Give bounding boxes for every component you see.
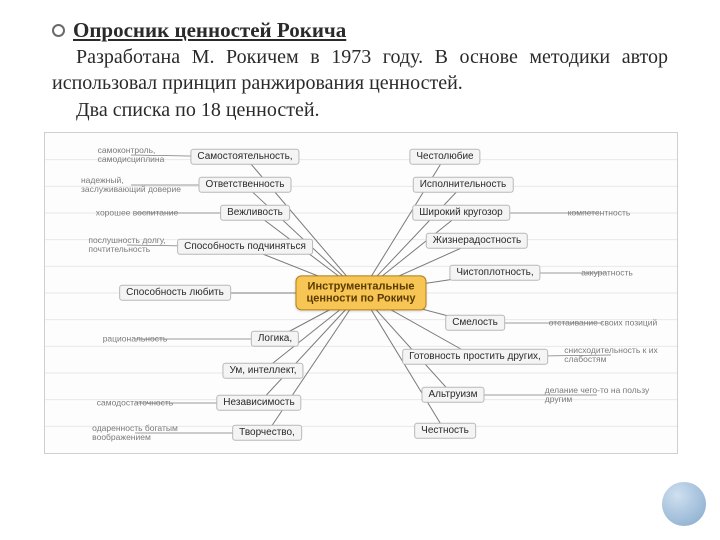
center-line-1: Инструментальные xyxy=(308,280,415,292)
diagram-node: Независимость xyxy=(216,395,301,412)
diagram-node: Логика, xyxy=(251,331,299,348)
diagram-node: отстаивание своих позиций xyxy=(549,318,658,327)
diagram-center-node: Инструментальные ценности по Рокичу xyxy=(295,275,426,310)
slide: Опросник ценностей Рокича Разработана М.… xyxy=(0,0,720,540)
diagram-node: Широкий кругозор xyxy=(412,205,510,222)
diagram-node: компетентность xyxy=(568,208,631,217)
diagram-node: Творчество, xyxy=(232,425,302,442)
diagram-node: одаренность богатымвоображением xyxy=(92,424,178,442)
diagram-node: Исполнительность xyxy=(413,177,514,194)
diagram-node: делание чего-то на пользудругим xyxy=(545,386,650,404)
diagram-node: Альтруизм xyxy=(421,387,484,404)
diagram-node: Способность любить xyxy=(119,285,231,302)
diagram-node: Ответственность xyxy=(199,177,292,194)
diagram-node: Способность подчиняться xyxy=(177,239,313,256)
corner-decoration-circle xyxy=(662,482,706,526)
diagram-node: Чистоплотность, xyxy=(449,265,540,282)
diagram-node: аккуратность xyxy=(581,268,633,277)
diagram-node: Смелость xyxy=(445,315,505,332)
diagram-node: Честолюбие xyxy=(409,149,480,166)
center-line-2: ценности по Рокичу xyxy=(306,293,415,305)
diagram-node: Ум, интеллект, xyxy=(222,363,303,380)
diagram-node: рациональность xyxy=(103,334,168,343)
title-row: Опросник ценностей Рокича xyxy=(52,18,668,43)
diagram-node: Честность xyxy=(414,423,476,440)
diagram-node: самоконтроль,самодисциплина xyxy=(98,146,165,164)
diagram-node: надежный,заслуживающий доверие xyxy=(81,176,181,194)
diagram-node: послушность долгу,почтительность xyxy=(88,236,165,254)
slide-title: Опросник ценностей Рокича xyxy=(73,18,346,43)
diagram-node: Вежливость xyxy=(220,205,290,222)
diagram-node: самодостаточность xyxy=(97,398,173,407)
diagram-node: снисходительность к ихслабостям xyxy=(564,346,657,364)
diagram-node: хорошее воспитание xyxy=(96,208,178,217)
diagram-node: Готовность простить других, xyxy=(402,349,548,366)
diagram-node: Самостоятельность, xyxy=(190,149,299,166)
diagram-node: Жизнерадостность xyxy=(426,233,528,250)
bullet-icon xyxy=(52,24,65,37)
values-diagram: Инструментальные ценности по Рокичу Само… xyxy=(44,132,678,454)
paragraph-1: Разработана М. Рокичем в 1973 году. В ос… xyxy=(52,45,668,96)
paragraph-2: Два списка по 18 ценностей. xyxy=(52,98,668,124)
